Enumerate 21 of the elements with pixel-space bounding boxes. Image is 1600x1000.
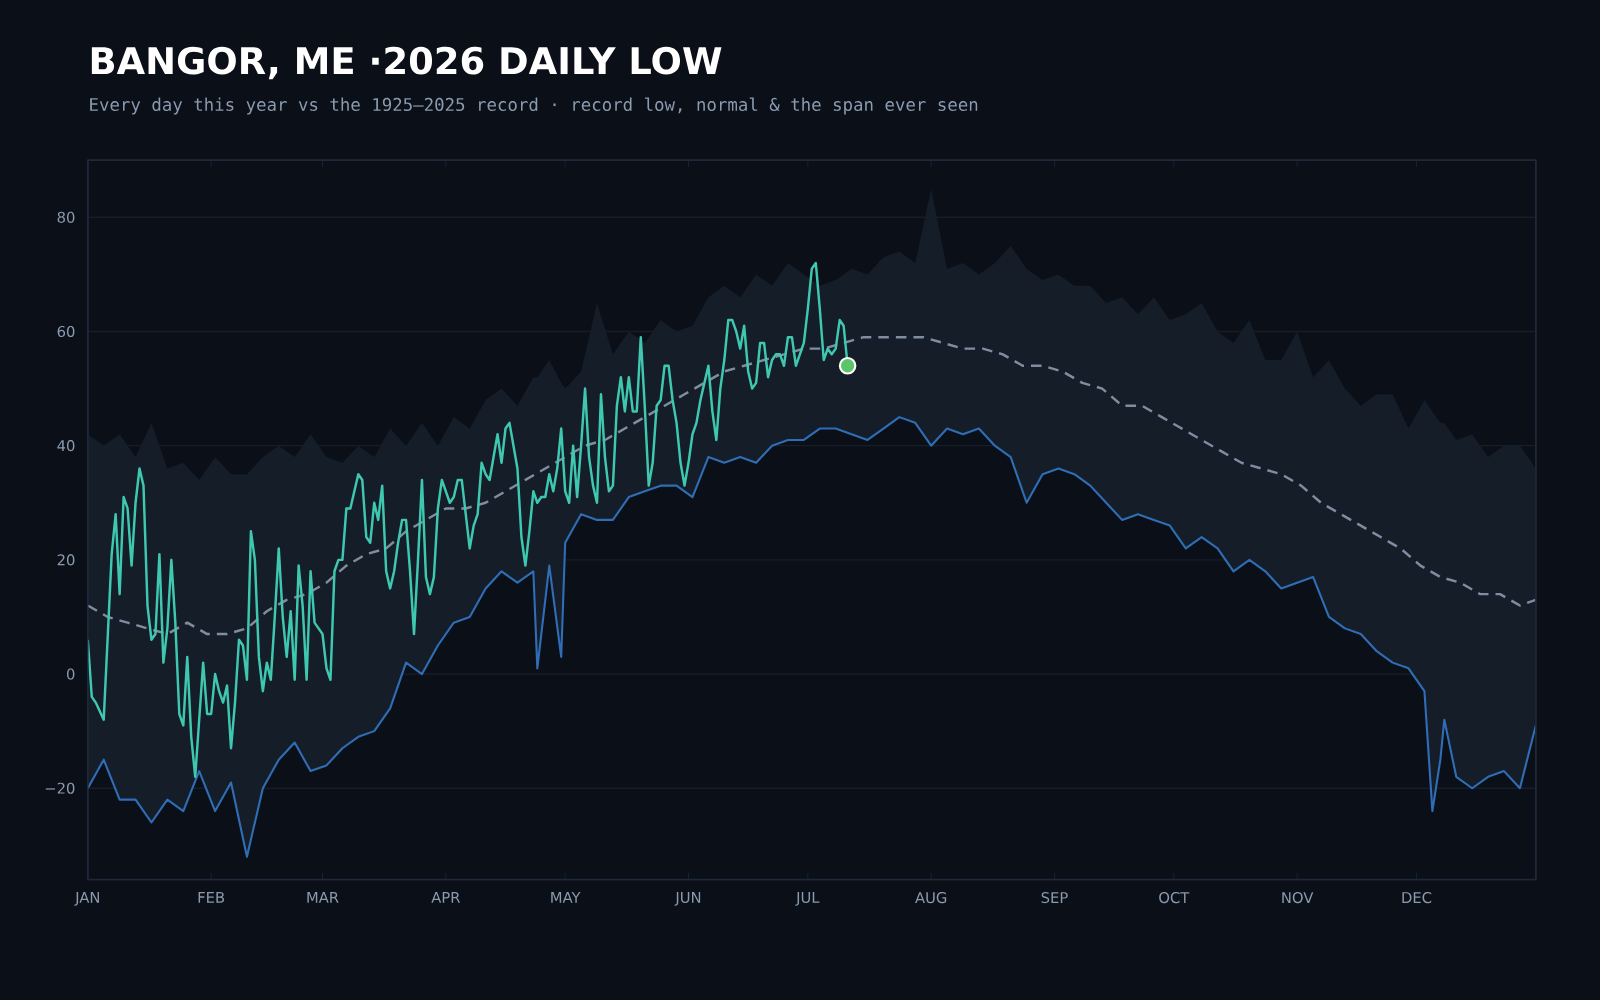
x-tick-label: MAY (551, 892, 581, 903)
x-tick-label: AUG (915, 891, 947, 904)
x-tick-label: JAN (74, 892, 99, 906)
x-tick-label: MAR (307, 892, 339, 903)
line-series (87, 416, 1536, 858)
x-tick-label: NOV (1282, 891, 1314, 904)
y-tick-label: 40 (57, 440, 75, 452)
x-tick-label: SEP (1041, 891, 1068, 904)
y-tick-label: 60 (57, 325, 75, 338)
x-tick-label: FEB (198, 892, 225, 903)
y-tick-label: 80 (57, 211, 75, 223)
x-tick-label: OCT (1159, 891, 1190, 904)
chart-subtitle: Every day this year vs the 1925–2025 record · record low, normal & the span ever seen (90, 97, 978, 115)
x-tick-label: JUN (674, 892, 701, 906)
x-tick-label: DEC (1402, 891, 1432, 904)
x-tick-label: APR (431, 892, 461, 903)
y-tick-label: −20 (45, 782, 75, 794)
x-tick-label: JUL (795, 892, 820, 906)
chart-title: BANGOR, ME ·2026 DAILY LOW (91, 46, 722, 80)
y-tick-label: 0 (66, 668, 75, 680)
y-tick-label: 20 (57, 554, 75, 566)
